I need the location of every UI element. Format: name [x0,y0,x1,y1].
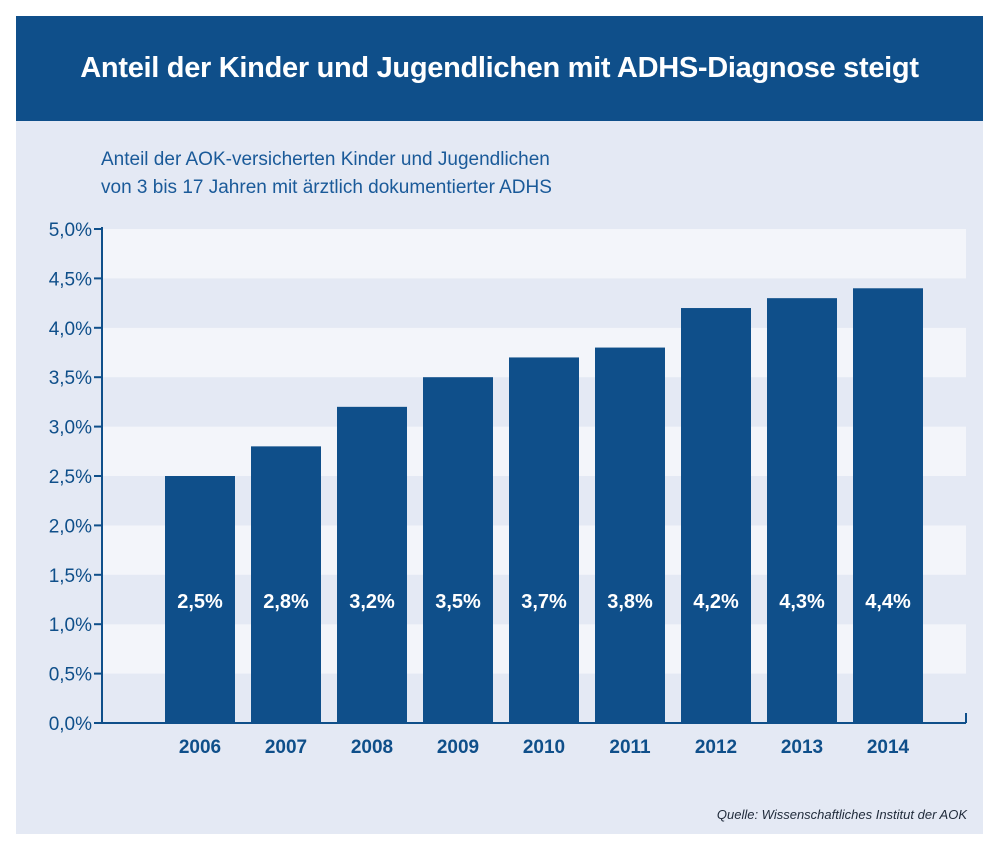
x-tick-label: 2007 [265,737,307,758]
bar-2008 [337,406,407,723]
bar-2013 [767,298,837,723]
chart-frame: Anteil der Kinder und Jugendlichen mit A… [16,16,983,834]
bar-2012 [681,308,751,723]
bar-value-label: 2,5% [177,591,223,613]
y-tick-label: 4,5% [49,269,92,290]
x-tick-label: 2009 [437,737,479,758]
x-tick-label: 2008 [351,737,393,758]
x-tick-label: 2012 [695,737,737,758]
subtitle-line-2: von 3 bis 17 Jahren mit ärztlich dokumen… [101,177,552,198]
y-tick-label: 3,0% [49,418,92,439]
chart-title: Anteil der Kinder und Jugendlichen mit A… [80,52,919,84]
x-tick-label: 2014 [867,737,910,758]
bar-2014 [853,288,923,723]
chart-subtitle: Anteil der AOK-versicherten Kinder und J… [101,146,552,202]
bar-value-label: 4,4% [865,591,911,613]
bar-value-label: 3,7% [521,591,567,613]
grid-band [102,229,966,279]
title-banner: Anteil der Kinder und Jugendlichen mit A… [16,16,983,121]
x-tick-label: 2010 [523,737,565,758]
y-tick-label: 1,0% [49,615,92,636]
y-tick-label: 5,0% [49,220,92,241]
x-tick-label: 2006 [179,737,221,758]
bar-value-label: 2,8% [263,591,309,613]
bar-value-label: 4,3% [779,591,825,613]
y-tick-label: 4,0% [49,319,92,340]
x-tick-label: 2011 [609,737,651,758]
bar-2009 [423,377,493,723]
y-tick-label: 1,5% [49,566,92,587]
bar-2006 [165,476,235,723]
y-tick-label: 0,5% [49,665,92,686]
x-tick-label: 2013 [781,737,823,758]
source-note: Quelle: Wissenschaftliches Institut der … [716,807,967,822]
y-tick-label: 3,5% [49,368,92,389]
y-tick-label: 2,0% [49,516,92,537]
subtitle-line-1: Anteil der AOK-versicherten Kinder und J… [101,149,550,170]
bar-value-label: 4,2% [693,591,739,613]
y-tick-label: 0,0% [49,714,92,735]
bar-value-label: 3,8% [607,591,653,613]
bar-value-label: 3,2% [349,591,395,613]
bar-2011 [595,347,665,723]
bar-chart: 0,0% 0,5% 1,0% 1,5% 2,0% 2,5% 3,0% 3,5% 4,0% 4,5%… [49,220,967,758]
bar-2007 [251,446,321,723]
y-tick-label: 2,5% [49,467,92,488]
bar-value-label: 3,5% [435,591,481,613]
bar-2010 [509,357,579,723]
